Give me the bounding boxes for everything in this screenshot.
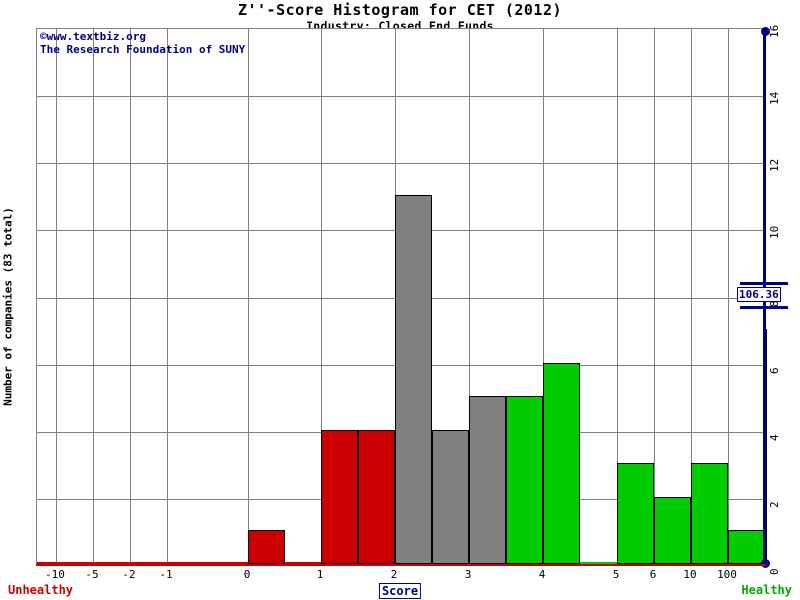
- gridline-horizontal: [37, 96, 764, 98]
- gridline-vertical: [93, 29, 94, 564]
- marker-dot-bottom: [761, 559, 770, 568]
- histogram-bar: [285, 562, 321, 564]
- x-tick-label: -10: [45, 568, 65, 581]
- histogram-bar: [543, 362, 580, 564]
- marker-value-label: 106.36: [737, 287, 781, 303]
- x-tick-label: -2: [122, 568, 136, 581]
- y-axis-label-wrap: Number of companies (83 total): [2, 0, 24, 600]
- gridline-vertical: [691, 29, 692, 564]
- y-tick-label: 2: [768, 501, 781, 508]
- histogram-bar: [728, 530, 765, 564]
- histogram-bar: [358, 429, 395, 564]
- gridline-vertical: [654, 29, 655, 564]
- x-tick-label: -5: [85, 568, 99, 581]
- x-tick-label: 6: [649, 568, 657, 581]
- histogram-bar: [580, 562, 617, 564]
- histogram-bar: [248, 530, 285, 564]
- y-tick-label: 6: [768, 367, 781, 374]
- histogram-bar: [617, 463, 654, 564]
- histogram-bar: [432, 429, 469, 564]
- y-tick-label: 10: [768, 226, 781, 240]
- y-tick-label: 0: [768, 568, 781, 575]
- gridline-vertical: [617, 29, 618, 564]
- histogram-bar: [321, 429, 358, 564]
- gridline-vertical: [728, 29, 729, 564]
- x-tick-label: 5: [612, 568, 620, 581]
- axis-label-healthy: Healthy: [741, 583, 792, 597]
- gridline-vertical: [469, 29, 470, 564]
- gridline-vertical: [543, 29, 544, 564]
- x-tick-label: 4: [538, 568, 546, 581]
- x-tick-label: 0: [243, 568, 251, 581]
- histogram-bar: [93, 562, 130, 564]
- copyright-credit: ©www.textbiz.org The Research Foundation…: [40, 30, 246, 56]
- y-tick-label: 8: [768, 299, 781, 307]
- gridline-vertical: [130, 29, 131, 564]
- histogram-bar: [167, 562, 211, 564]
- y-tick-label: 12: [768, 159, 781, 173]
- y-tick-label: 14: [768, 91, 781, 106]
- x-axis-baseline: [36, 564, 765, 566]
- x-tick-label: 10: [683, 568, 697, 581]
- histogram-bar: [56, 562, 93, 564]
- plot-area: 106.36: [36, 27, 788, 568]
- histogram-bar: [654, 496, 691, 564]
- y-axis-label: Number of companies (83 total): [1, 207, 15, 406]
- marker-range-bottom: [740, 305, 788, 309]
- x-tick-label: -1: [159, 568, 173, 581]
- x-tick-label: 2: [390, 568, 398, 581]
- gridline-vertical: [167, 29, 168, 564]
- marker-range-top: [740, 282, 788, 286]
- gridline-vertical: [321, 29, 322, 564]
- x-tick-label: 100: [717, 568, 737, 581]
- x-tick-label: 3: [464, 568, 472, 581]
- histogram-bar: [37, 562, 56, 564]
- marker-dot-top: [761, 27, 770, 36]
- y-tick-label: 4: [768, 434, 781, 441]
- axis-label-score: Score: [378, 583, 422, 599]
- gridline-horizontal: [37, 163, 764, 165]
- histogram-bar: [506, 396, 543, 564]
- gridline-vertical: [56, 29, 57, 564]
- histogram-bar: [211, 562, 248, 564]
- histogram-bar: [691, 463, 728, 564]
- histogram-bar: [469, 396, 506, 564]
- x-tick-label: 1: [316, 568, 324, 581]
- chart-title: Z''-Score Histogram for CET (2012): [237, 1, 563, 19]
- y-tick-label: 16: [768, 24, 781, 38]
- axis-label-unhealthy: Unhealthy: [8, 583, 74, 597]
- histogram-bar: [130, 562, 167, 564]
- gridline-vertical: [248, 29, 249, 564]
- histogram-bar: [395, 194, 432, 564]
